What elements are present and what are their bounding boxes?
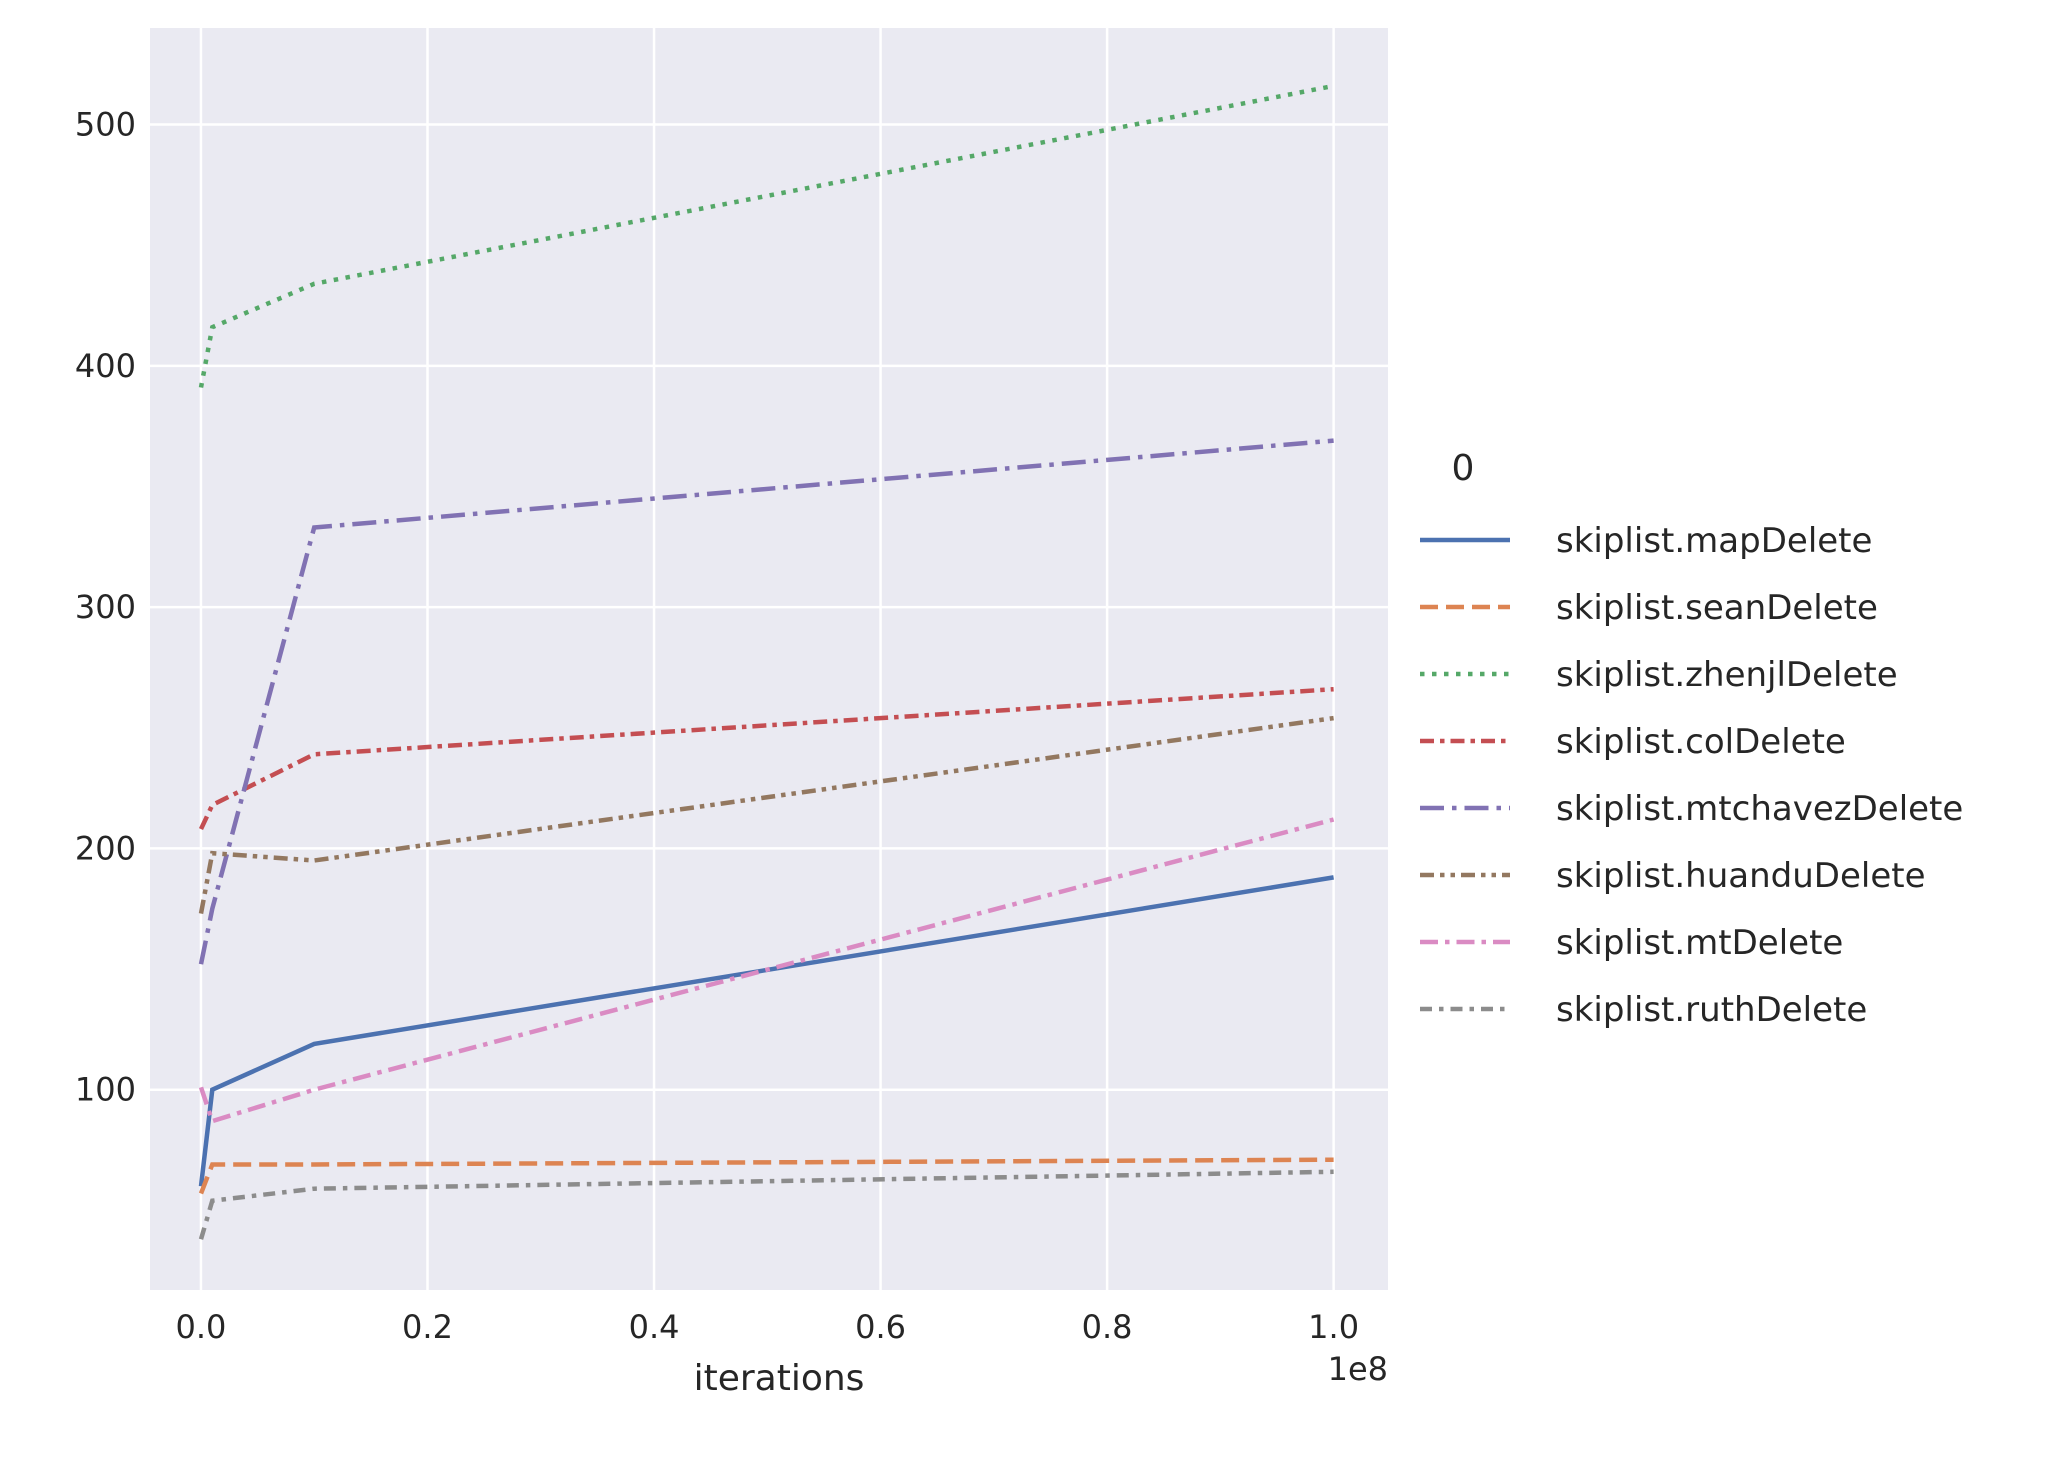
x-axis-offset-label: 1e8	[1328, 1350, 1388, 1388]
legend-label: skiplist.colDelete	[1556, 722, 1846, 762]
x-tick-label: 0.2	[402, 1308, 453, 1346]
y-tick-label: 300	[75, 588, 136, 626]
legend: 0 skiplist.mapDelete skiplist.seanDelete s…	[1420, 448, 1963, 1030]
plot-area	[150, 28, 1388, 1290]
series-line	[198, 875, 1334, 1187]
x-tick-label: 0.8	[1082, 1308, 1133, 1346]
x-tick-labels: 0.0 0.2 0.4 0.6 0.8 1.0	[176, 1308, 1360, 1346]
series-layer	[198, 83, 1335, 1240]
series-line	[198, 686, 1334, 831]
y-tick-labels: 100 200 300 400 500	[75, 106, 136, 1109]
legend-label: skiplist.mtDelete	[1556, 923, 1843, 963]
grid	[150, 28, 1388, 1290]
legend-label: skiplist.zhenjlDelete	[1556, 655, 1898, 695]
x-tick-label: 0.4	[629, 1308, 680, 1346]
x-tick-label: 0.6	[855, 1308, 906, 1346]
y-tick-label: 200	[75, 829, 136, 867]
legend-title: 0	[1452, 448, 1475, 489]
x-tick-label: 1.0	[1308, 1308, 1359, 1346]
series-line	[198, 817, 1335, 1124]
y-tick-label: 100	[75, 1071, 136, 1109]
y-tick-label: 400	[75, 347, 136, 385]
legend-label: skiplist.seanDelete	[1556, 588, 1878, 628]
series-line	[198, 1157, 1334, 1195]
x-axis-label: iterations	[694, 1358, 865, 1399]
legend-label: skiplist.ruthDelete	[1556, 990, 1867, 1030]
legend-label: skiplist.mtchavezDelete	[1556, 789, 1963, 829]
y-tick-label: 500	[75, 106, 136, 144]
series-line	[198, 1169, 1334, 1240]
legend-label: skiplist.huanduDelete	[1556, 856, 1926, 896]
series-line	[198, 715, 1334, 915]
legend-label: skiplist.mapDelete	[1556, 521, 1872, 561]
x-tick-label: 0.0	[176, 1308, 227, 1346]
